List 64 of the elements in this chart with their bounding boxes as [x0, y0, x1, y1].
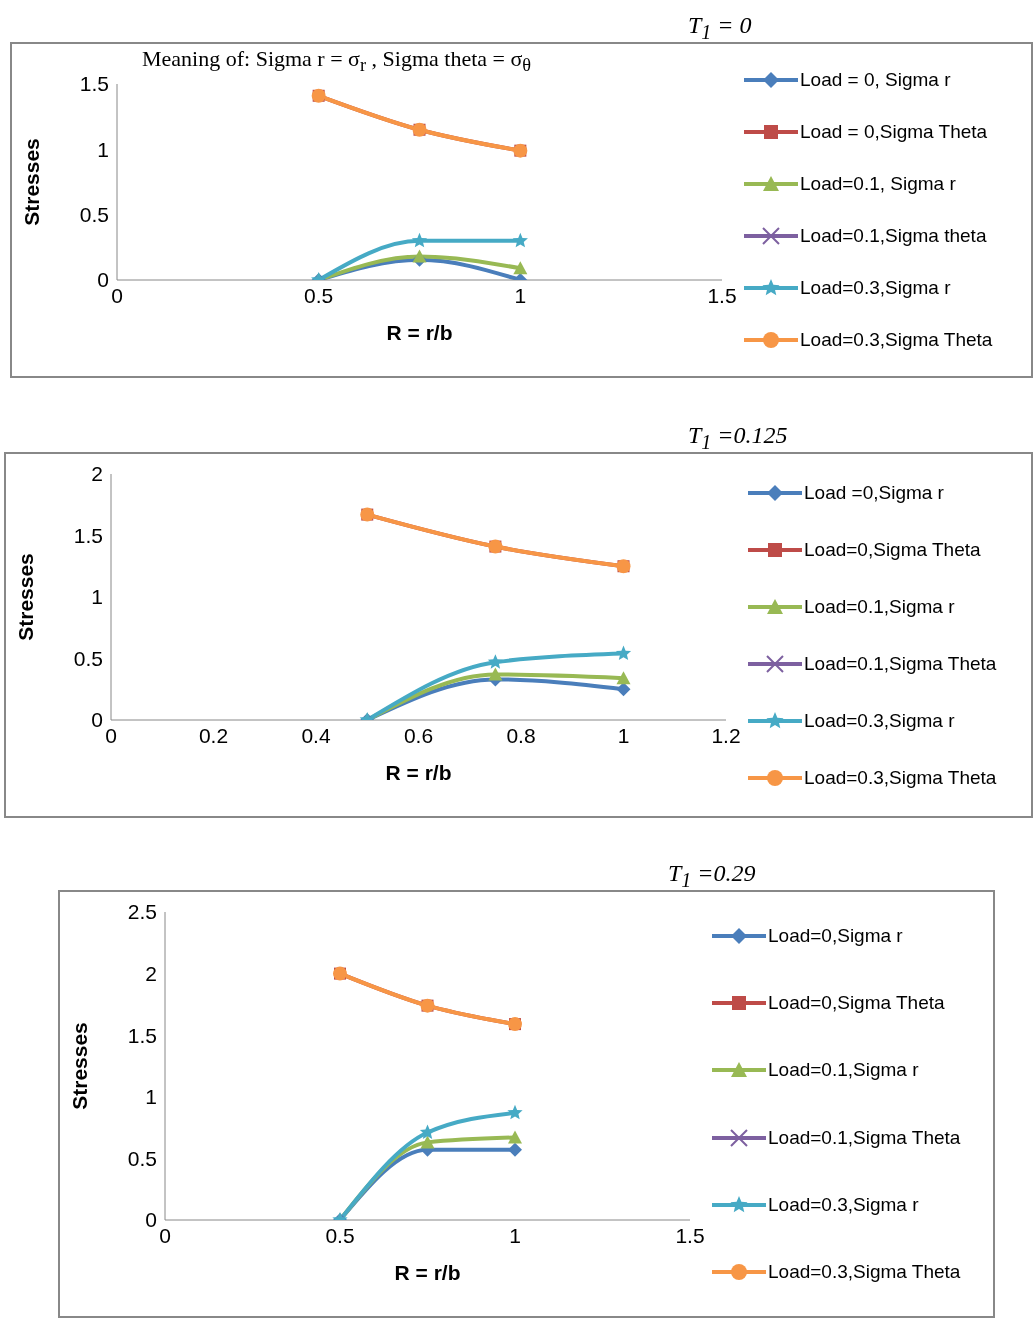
legend-label: Load=0.3,Sigma r [768, 1193, 919, 1216]
legend-label: Load=0.1, Sigma r [800, 173, 956, 195]
legend-label: Load=0.1,Sigma Theta [804, 652, 997, 675]
point [615, 645, 632, 661]
y-axis-title: Stresses [20, 138, 44, 226]
y-axis-title: Stresses [14, 553, 38, 641]
x-tick-label: 1.5 [675, 1223, 705, 1247]
legend-label: Load = 0,Sigma Theta [800, 121, 988, 143]
point [508, 1142, 522, 1157]
y-tick-label: 0.5 [79, 203, 109, 227]
y-tick-label: 0 [97, 268, 109, 292]
y-tick-label: 0 [91, 708, 103, 732]
x-tick-label: 0.4 [301, 723, 331, 747]
text: Meaning of: Sigma r = σ$_{r}$ , Sigma theta = σ$_{θ}$ [142, 46, 532, 77]
chart-title: T$_{1}$ = 0 [688, 12, 752, 44]
x-tick-label: 0.2 [198, 723, 229, 747]
chart-title: T$_{1}$ =0.125 [688, 422, 788, 454]
legend-label: Load=0.3,Sigma r [800, 277, 951, 299]
point [616, 682, 631, 697]
legend-label: Load=0.1,Sigma r [768, 1059, 919, 1082]
x-tick-label: 1 [617, 723, 630, 747]
legend-label: Load =0,Sigma r [804, 481, 944, 504]
x-tick-label: 1.2 [711, 723, 741, 747]
x-tick-label: 0.5 [325, 1223, 355, 1247]
y-tick-label: 2 [91, 462, 103, 486]
x-tick-label: 0.6 [403, 723, 434, 747]
point [507, 1104, 523, 1120]
y-axis-title: Stresses [68, 1022, 92, 1110]
y-tick-label: 1 [145, 1085, 157, 1109]
legend-label: Load=0.1,Sigma Theta [768, 1126, 961, 1149]
legend-label: Load=0,Sigma Theta [768, 991, 945, 1014]
legend-label: Load=0.1,Sigma r [804, 595, 955, 618]
y-tick-label: 1.5 [73, 523, 103, 547]
y-tick-label: 0.5 [127, 1146, 157, 1170]
point [411, 232, 428, 248]
y-tick-label: 2.5 [127, 900, 157, 924]
point [487, 654, 503, 669]
point [512, 232, 528, 248]
x-tick-label: 1 [514, 283, 527, 307]
x-tick-label: 0.5 [304, 283, 334, 307]
x-axis-title: R = r/b [394, 1261, 461, 1284]
point [616, 671, 631, 685]
chart-title: T$_{1}$ =0.29 [668, 860, 756, 892]
y-tick-label: 1.5 [127, 1023, 157, 1047]
y-tick-label: 1 [91, 585, 103, 609]
legend-label: Load=0,Sigma Theta [804, 538, 981, 561]
y-tick-label: 1.5 [79, 72, 109, 96]
legend-label: Load=0.3,Sigma Theta [800, 329, 993, 351]
legend-label: Load = 0, Sigma r [800, 69, 951, 91]
y-tick-label: 0.5 [73, 646, 103, 670]
x-axis-title: R = r/b [385, 761, 452, 784]
legend-label: Load=0.3,Sigma Theta [804, 766, 997, 789]
point [488, 667, 503, 681]
y-tick-label: 1 [97, 137, 109, 161]
x-tick-label: 0.8 [506, 723, 536, 747]
legend-label: Load=0,Sigma r [768, 924, 903, 947]
legend-label: Load=0.3,Sigma Theta [768, 1261, 961, 1284]
x-tick-label: 1.5 [707, 283, 737, 307]
legend-label: Load=0.3,Sigma r [804, 709, 955, 732]
legend-label: Load=0.1,Sigma theta [800, 225, 987, 247]
y-tick-label: 2 [145, 962, 157, 986]
x-axis-title: R = r/b [386, 321, 453, 344]
x-tick-label: 1 [509, 1223, 521, 1247]
y-tick-label: 0 [145, 1208, 157, 1232]
